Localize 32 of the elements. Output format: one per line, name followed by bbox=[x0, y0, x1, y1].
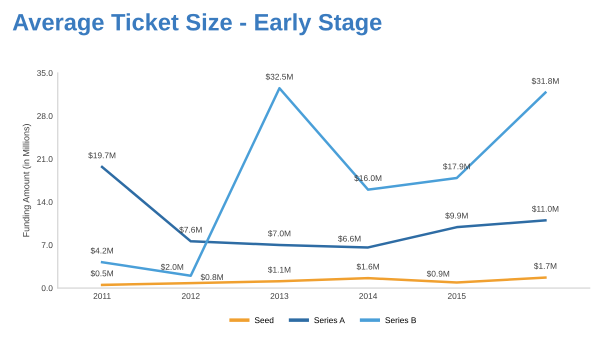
data-label: $7.6M bbox=[179, 226, 202, 234]
y-tick-label: 35.0 bbox=[37, 70, 53, 76]
x-tick-label: 2012 bbox=[182, 293, 200, 299]
data-label: $1.7M bbox=[534, 262, 556, 270]
data-label: $7.0M bbox=[268, 230, 290, 237]
data-label: $1.1M bbox=[268, 266, 290, 274]
data-label: $32.5M bbox=[266, 73, 293, 80]
y-tick-label: 21.0 bbox=[37, 156, 53, 162]
data-label: $19.7M bbox=[88, 152, 116, 159]
x-tick-label: 2014 bbox=[359, 293, 378, 299]
data-label: $6.6M bbox=[338, 235, 360, 242]
y-tick-label: 14.0 bbox=[37, 199, 53, 206]
data-label: $1.6M bbox=[356, 263, 379, 270]
x-tick-label: 2015 bbox=[448, 293, 466, 299]
y-tick-label: 7.0 bbox=[42, 242, 53, 248]
chart-title: Average Ticket Size - Early Stage bbox=[12, 13, 382, 36]
data-label: $0.9M bbox=[426, 270, 450, 278]
legend-label: Seed bbox=[254, 317, 274, 324]
y-tick-label: 0.0 bbox=[42, 285, 53, 292]
data-label: $0.5M bbox=[90, 270, 113, 277]
legend-label: Series B bbox=[385, 317, 416, 324]
data-label: $0.8M bbox=[200, 274, 223, 281]
data-label: $11.0M bbox=[532, 206, 558, 212]
legend-label: Series A bbox=[314, 317, 345, 324]
x-tick-label: 2011 bbox=[94, 293, 111, 299]
y-axis-title: Funding Amount (in Millions) bbox=[22, 124, 32, 237]
data-label: $4.2M bbox=[90, 247, 113, 254]
data-label: $9.9M bbox=[445, 212, 468, 220]
y-tick-label: 28.0 bbox=[37, 113, 53, 119]
data-label: $31.8M bbox=[532, 78, 559, 84]
x-tick-label: 2013 bbox=[270, 293, 288, 299]
data-label: $2.0M bbox=[160, 264, 184, 270]
